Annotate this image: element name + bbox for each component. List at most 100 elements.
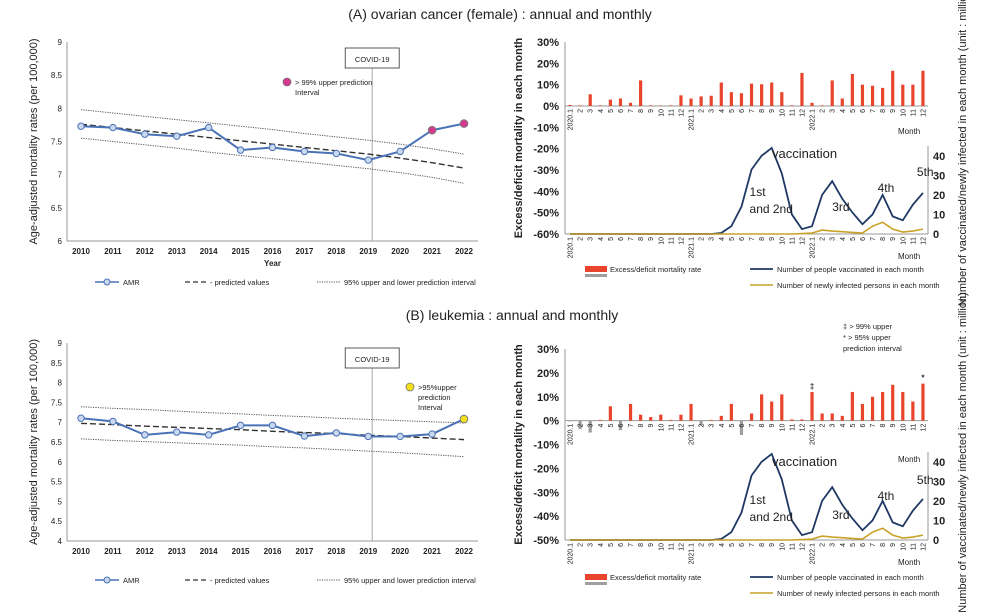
bar xyxy=(790,105,794,106)
month-tick-label: 2022.1 xyxy=(810,424,817,446)
x-tick-label: 2015 xyxy=(232,247,250,256)
month-tick-label-bottom: 2 xyxy=(578,543,585,547)
x-tick-label: 2021 xyxy=(423,247,441,256)
bar xyxy=(770,401,774,421)
month-tick-label-bottom: 7 xyxy=(749,237,756,241)
annual-chart-ovarian: 6 6.5 7 7.5 8 8.5 9 2010 2011 2012 2013 2014 2015 201… xyxy=(28,38,478,287)
x-tick-label: 2010 xyxy=(72,547,90,556)
bar xyxy=(911,84,915,106)
bar xyxy=(810,391,814,421)
y-tick-label: 30% xyxy=(537,37,559,49)
month-tick-label-bottom: 6 xyxy=(860,237,867,241)
bar xyxy=(739,93,744,106)
annotation-1st: 1st xyxy=(750,185,767,199)
y2-tick-label: 40 xyxy=(933,151,945,163)
marker-legend-text: Interval xyxy=(295,88,320,97)
x-tick-label: 2020 xyxy=(391,547,409,556)
x-tick-label: 2017 xyxy=(296,247,314,256)
month-tick-label: 3 xyxy=(830,424,837,428)
x-tick-label: 2020 xyxy=(391,247,409,256)
amr-point xyxy=(396,432,404,441)
month-tick-label-bottom: 2021.1 xyxy=(689,543,696,565)
month-tick-label: 9 xyxy=(769,424,776,428)
amr-point xyxy=(141,130,149,138)
bar xyxy=(850,74,854,106)
y2-tick-label: 0 xyxy=(933,535,939,547)
x-tick-label: 2022 xyxy=(455,247,473,256)
y-tick-label: 8 xyxy=(58,379,63,388)
month-tick-label: 12 xyxy=(799,109,806,117)
vaccinated-line xyxy=(570,452,924,541)
annotation-3rd: 3rd xyxy=(832,200,849,214)
y-tick-label: 7.5 xyxy=(51,398,63,407)
marker-legend-text: >95%upper xyxy=(418,383,457,392)
bar xyxy=(749,413,754,421)
month-tick-label-bottom: 3 xyxy=(709,543,716,547)
month-tick-label: 6 xyxy=(618,424,625,428)
x-tick-label: 2012 xyxy=(136,547,154,556)
month-tick-label: 9 xyxy=(648,109,655,113)
y-tick-label: 8.5 xyxy=(51,359,63,368)
bar xyxy=(881,87,885,106)
y-tick-label: 6 xyxy=(58,237,63,246)
bar xyxy=(760,84,764,106)
month-tick-label: 12 xyxy=(799,424,806,432)
x-tick-label: 2012 xyxy=(136,247,154,256)
bar xyxy=(830,80,834,106)
bar xyxy=(820,105,824,106)
month-tick-label-bottom: 8 xyxy=(880,543,887,547)
legend-predicted-label: - predicted values xyxy=(210,576,269,585)
amr-point xyxy=(364,432,372,441)
month-tick-label-bottom: 12 xyxy=(920,543,927,551)
month-tick-label-bottom: 12 xyxy=(920,237,927,245)
month-tick-label: 11 xyxy=(668,109,675,116)
amr-point xyxy=(268,421,277,430)
month-tick-label: 9 xyxy=(769,109,776,113)
month-tick-label: 2020.1 xyxy=(568,424,575,446)
amr-point xyxy=(141,431,149,439)
significance-legend-text: * > 95% upper xyxy=(843,333,891,342)
month-tick-label: 8 xyxy=(880,109,887,113)
y2-tick-label: 10 xyxy=(933,209,945,221)
bar xyxy=(608,99,612,106)
bar xyxy=(770,82,774,106)
vaccinated-line xyxy=(570,146,924,235)
month-tick-label-bottom: 4 xyxy=(719,543,726,547)
month-tick-label-bottom: 2022.1 xyxy=(810,543,817,565)
month-tick-label-bottom: 3 xyxy=(830,237,837,241)
covid-label-box xyxy=(344,347,400,369)
x-tick-label: 2018 xyxy=(327,547,345,556)
bar xyxy=(921,70,925,106)
y-tick-label: -50% xyxy=(533,535,559,547)
month-tick-label: 11 xyxy=(910,424,917,431)
month-tick-label-bottom: 4 xyxy=(598,237,605,241)
bar xyxy=(840,98,844,106)
bar xyxy=(608,406,612,421)
month-tick-label: 9 xyxy=(648,424,655,428)
amr-point xyxy=(204,431,213,439)
bar xyxy=(719,415,723,421)
legend-interval-label: 95% upper and lower prediction interval xyxy=(344,576,476,585)
annotation-5th: 5th xyxy=(917,165,934,179)
annotation-4th: 4th xyxy=(878,489,895,503)
y-tick-label: -30% xyxy=(533,487,559,499)
y-tick-label: -10% xyxy=(533,122,559,134)
month-tick-label-bottom: 4 xyxy=(840,543,847,547)
month-tick-label-bottom: 2 xyxy=(820,543,827,547)
month-tick-label: 11 xyxy=(789,109,796,116)
y2-axis-title: Number of vaccinated/newly infected in e… xyxy=(957,0,969,306)
bar xyxy=(891,384,895,421)
month-axis-title: Month xyxy=(898,127,920,136)
month-tick-label: 8 xyxy=(880,424,887,428)
monthly-chart-ovarian: 30% 20% 10% 0% -10% -20% -30% -40% -50% -60% Exces… xyxy=(513,0,969,306)
bar xyxy=(618,420,623,431)
bar xyxy=(800,72,804,106)
y-tick-label: 30% xyxy=(537,344,559,356)
bar xyxy=(598,105,602,106)
legend-bar-label: Excess/deficit mortality rate xyxy=(610,573,701,582)
y-tick-label: -50% xyxy=(533,208,559,220)
bar xyxy=(618,98,623,106)
month-tick-label-bottom: 2022.1 xyxy=(810,237,817,259)
month-tick-label-bottom: 2 xyxy=(699,543,706,547)
